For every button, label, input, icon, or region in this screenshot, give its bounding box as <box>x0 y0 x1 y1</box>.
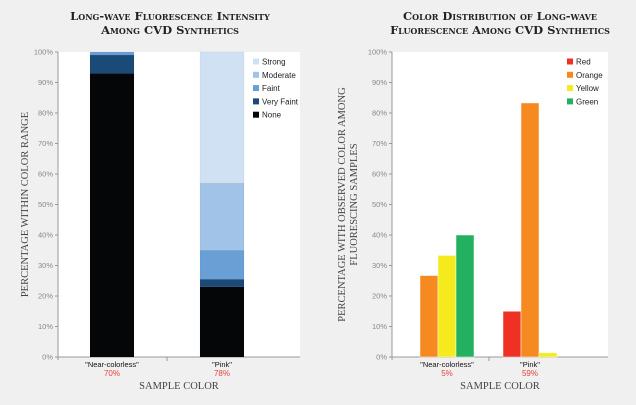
y-tick-label: 30% <box>372 261 387 270</box>
legend-label: None <box>262 111 282 120</box>
y-tick-label: 50% <box>38 200 53 209</box>
x-category-label: "Near-colorless" <box>420 360 474 369</box>
bar-orange <box>520 102 540 358</box>
y-tick-label: 100% <box>368 48 388 57</box>
y-tick-label: 10% <box>372 322 387 331</box>
legend-label: Yellow <box>576 84 599 93</box>
category-percentage: 78% <box>214 369 230 378</box>
y-tick-label: 70% <box>38 139 53 148</box>
y-tick-label: 90% <box>372 78 387 87</box>
legend-label: Green <box>576 97 598 106</box>
legend-swatch <box>567 85 573 92</box>
chart-title: Color Distribution of Long-wave <box>403 9 597 23</box>
legend-swatch <box>253 85 259 92</box>
category-percentage: 5% <box>441 369 453 378</box>
y-tick-label: 40% <box>372 231 387 240</box>
y-tick-label: 10% <box>38 322 53 331</box>
y-tick-label: 0% <box>376 353 387 362</box>
legend-swatch <box>253 58 259 65</box>
bar-segment-very-faint <box>89 54 135 74</box>
y-tick-label: 50% <box>372 200 387 209</box>
legend-label: Very Faint <box>262 97 299 106</box>
y-tick-label: 20% <box>372 292 387 301</box>
y-tick-label: 0% <box>42 353 53 362</box>
category-percentage: 70% <box>104 369 120 378</box>
chart-title: Fluorescence Among CVD Synthetics <box>390 23 610 37</box>
y-axis-label: PERCENTAGE WITH OBSERVED COLOR AMONG <box>337 87 348 322</box>
bar-segment-none <box>89 73 135 358</box>
y-axis-label: PERCENTAGE WITHIN COLOR RANGE <box>20 112 31 297</box>
chart-title: Long-wave Fluorescence Intensity <box>70 9 270 23</box>
x-category-label: "Pink" <box>520 360 540 369</box>
x-axis-label: SAMPLE COLOR <box>139 381 219 392</box>
y-tick-label: 30% <box>38 261 53 270</box>
legend-label: Strong <box>262 58 286 67</box>
y-tick-label: 60% <box>372 170 387 179</box>
legend-swatch <box>567 58 573 65</box>
x-category-label: "Near-colorless" <box>85 360 139 369</box>
y-tick-label: 40% <box>38 231 53 240</box>
bar-segment-very-faint <box>199 278 245 288</box>
legend-swatch <box>567 71 573 78</box>
bar-segment-moderate <box>199 182 245 251</box>
bar-red <box>502 310 522 358</box>
bar-segment-none <box>199 286 245 358</box>
legend-label: Red <box>576 58 591 67</box>
bar-yellow <box>437 255 457 358</box>
legend-label: Orange <box>576 71 603 80</box>
legend-swatch <box>253 98 259 105</box>
legend-label: Faint <box>262 84 281 93</box>
bar-yellow <box>538 352 558 358</box>
bar-segment-faint <box>199 250 245 280</box>
y-tick-label: 70% <box>372 139 387 148</box>
y-tick-label: 80% <box>38 109 53 118</box>
legend-swatch <box>253 111 259 118</box>
bar-segment-strong <box>199 51 245 184</box>
y-axis-label: FLUORESCING SAMPLES <box>349 143 360 265</box>
category-percentage: 59% <box>522 369 538 378</box>
y-tick-label: 80% <box>372 109 387 118</box>
chart-title: Among CVD Synthetics <box>100 23 239 37</box>
legend-label: Moderate <box>262 71 296 80</box>
bar-green <box>455 234 475 358</box>
y-tick-label: 60% <box>38 170 53 179</box>
legend-swatch <box>567 98 573 105</box>
x-category-label: "Pink" <box>212 360 232 369</box>
legend-swatch <box>253 71 259 78</box>
x-axis-label: SAMPLE COLOR <box>460 381 540 392</box>
y-tick-label: 20% <box>38 292 53 301</box>
y-tick-label: 90% <box>38 78 53 87</box>
bar-segment-faint <box>89 51 135 56</box>
y-tick-label: 100% <box>34 48 54 57</box>
bar-orange <box>419 275 439 358</box>
